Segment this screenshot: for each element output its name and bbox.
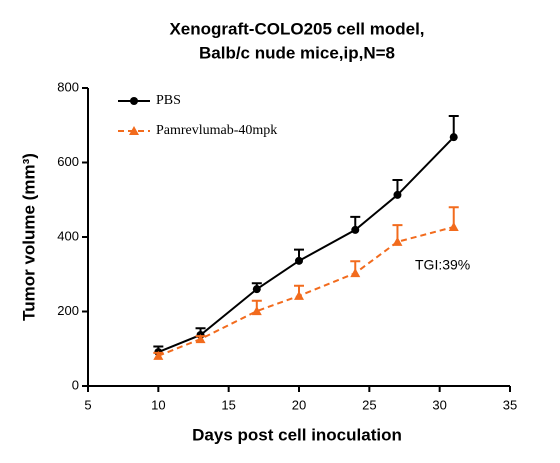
marker: [449, 133, 458, 142]
marker: [294, 290, 304, 300]
x-tick-label: 35: [503, 397, 517, 412]
legend-marker: [129, 126, 139, 135]
marker: [252, 285, 261, 294]
marker: [393, 190, 402, 199]
x-tick-label: 5: [84, 397, 91, 412]
x-tick-label: 25: [362, 397, 376, 412]
marker: [448, 221, 459, 231]
x-tick-label: 20: [292, 397, 306, 412]
annotation: TGI:39%: [415, 257, 470, 273]
legend-marker: [130, 97, 138, 105]
y-tick-label: 200: [57, 303, 79, 318]
legend-label: PBS: [156, 93, 181, 108]
y-tick-label: 800: [57, 79, 79, 94]
chart-title: Balb/c nude mice,ip,N=8: [199, 43, 395, 62]
marker: [350, 268, 361, 278]
x-axis-title: Days post cell inoculation: [192, 425, 402, 444]
marker: [195, 334, 206, 344]
legend-label: Pamrevlumab-40mpk: [156, 123, 277, 138]
chart-title: Xenograft-COLO205 cell model,: [169, 19, 424, 38]
x-tick-label: 30: [432, 397, 446, 412]
marker: [153, 350, 164, 360]
y-tick-label: 0: [72, 377, 79, 392]
y-axis-title: Tumor volume (mm³): [19, 153, 38, 321]
marker: [295, 256, 303, 265]
y-tick-label: 400: [57, 228, 79, 243]
y-tick-label: 600: [57, 154, 79, 169]
x-tick-label: 10: [151, 397, 165, 412]
x-tick-label: 15: [221, 397, 235, 412]
marker: [392, 236, 403, 246]
series-line: [157, 136, 455, 354]
marker: [251, 306, 262, 316]
marker: [351, 225, 360, 234]
